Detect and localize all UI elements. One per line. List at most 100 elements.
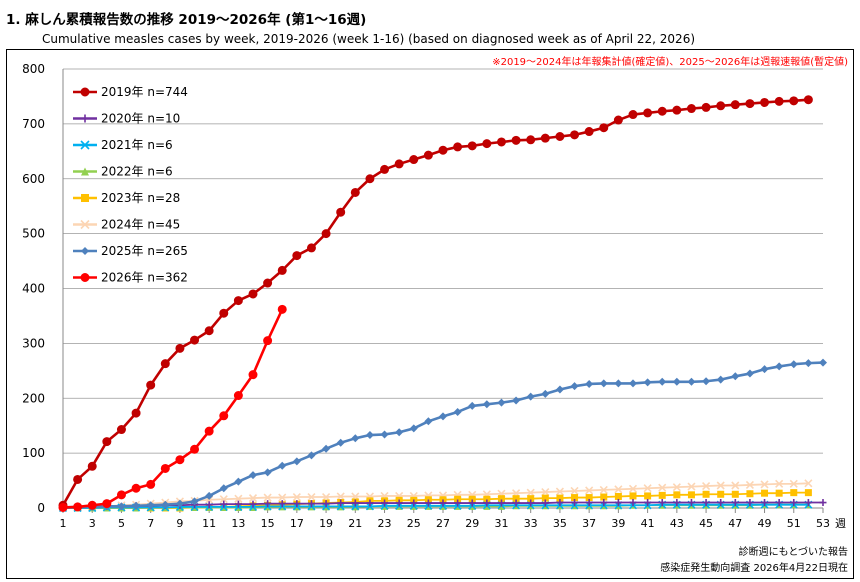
data-point (278, 500, 286, 508)
x-tick-label: 41 (641, 517, 655, 530)
data-point (687, 377, 696, 386)
data-point (629, 492, 637, 500)
data-point (424, 417, 433, 426)
data-point (775, 499, 783, 507)
data-point (146, 380, 156, 390)
data-point (351, 434, 360, 443)
data-point (467, 141, 477, 151)
legend-item: 2020年 n=10 (73, 112, 180, 126)
chart-title: 1. 麻しん累積報告数の推移 2019～2026年 (第1～16週) (6, 12, 367, 28)
legend-item: 2024年 n=45 (73, 218, 180, 232)
data-point (789, 360, 798, 369)
x-tick-label: 21 (348, 517, 362, 530)
data-point (497, 495, 505, 503)
data-point (278, 461, 287, 470)
data-point (746, 490, 754, 498)
data-point (454, 499, 462, 507)
data-point (482, 400, 491, 409)
data-point (512, 499, 520, 507)
data-point (804, 499, 812, 507)
legend-label: 2020年 n=10 (101, 112, 180, 126)
chart-frame (6, 49, 854, 579)
data-point (438, 145, 448, 155)
data-point (774, 96, 784, 106)
data-point (760, 365, 769, 374)
data-point (395, 499, 403, 507)
data-point (336, 438, 345, 447)
data-point (644, 499, 652, 507)
data-point (614, 485, 623, 494)
legend: 2019年 n=744 2020年 n=10 2021年 n=6 2022年 n=6 2… (73, 85, 188, 285)
data-point (541, 499, 549, 507)
data-point (804, 479, 813, 488)
data-point (102, 437, 112, 447)
data-point (205, 491, 214, 500)
data-point (322, 500, 330, 508)
data-point (731, 499, 739, 507)
legend-item: 2023年 n=28 (73, 191, 180, 205)
data-point (555, 487, 564, 496)
data-point (686, 104, 696, 114)
data-point (160, 359, 170, 369)
legend-label: 2024年 n=45 (101, 218, 180, 232)
data-point (350, 187, 360, 197)
data-point (541, 494, 549, 502)
data-point (672, 483, 681, 492)
series-line (61, 98, 809, 506)
data-point (702, 377, 711, 386)
data-point (322, 444, 331, 453)
x-tick-label: 1 (60, 517, 67, 530)
data-point (790, 489, 798, 497)
x-tick-label: 23 (378, 517, 392, 530)
data-point (220, 500, 228, 508)
data-point (730, 100, 740, 110)
data-point (73, 474, 83, 484)
data-point (146, 501, 155, 510)
data-point (497, 398, 506, 407)
data-point (803, 95, 813, 105)
data-point (87, 500, 97, 510)
data-point (658, 377, 667, 386)
data-point (497, 499, 505, 507)
x-tick-label: 9 (176, 517, 183, 530)
y-tick-label: 700 (22, 117, 45, 131)
x-tick-label: 35 (553, 517, 567, 530)
data-point (219, 308, 229, 318)
data-point (307, 451, 316, 460)
data-point (146, 479, 156, 489)
source-note-basis: 診断週にもとづいた報告 (738, 547, 848, 558)
data-point (731, 481, 740, 490)
series-line (62, 308, 284, 509)
series-line (63, 503, 809, 509)
data-point (819, 358, 827, 367)
data-point (585, 379, 594, 388)
data-point (687, 491, 695, 499)
data-point (511, 135, 521, 145)
data-point (131, 483, 141, 493)
data-point (804, 359, 813, 368)
data-point (658, 483, 667, 492)
data-point (131, 408, 141, 418)
data-point (439, 412, 447, 421)
data-point (321, 229, 331, 239)
data-point (80, 140, 90, 150)
data-point (292, 251, 302, 261)
x-tick-label: 43 (670, 517, 684, 530)
data-point (277, 304, 287, 314)
data-point (453, 142, 463, 152)
data-point (292, 492, 301, 502)
data-point (643, 108, 653, 118)
data-point (527, 495, 535, 503)
data-point (644, 492, 652, 500)
legend-label: 2026年 n=362 (101, 271, 188, 285)
series-line (62, 482, 809, 509)
x-tick-label: 51 (787, 517, 801, 530)
x-tick-label: 15 (261, 517, 275, 530)
data-point (701, 102, 711, 112)
legend-label: 2021年 n=6 (101, 138, 173, 152)
data-point (556, 499, 564, 507)
data-point (453, 407, 462, 416)
data-point (746, 499, 754, 507)
data-point (102, 499, 112, 509)
data-point (673, 499, 681, 507)
